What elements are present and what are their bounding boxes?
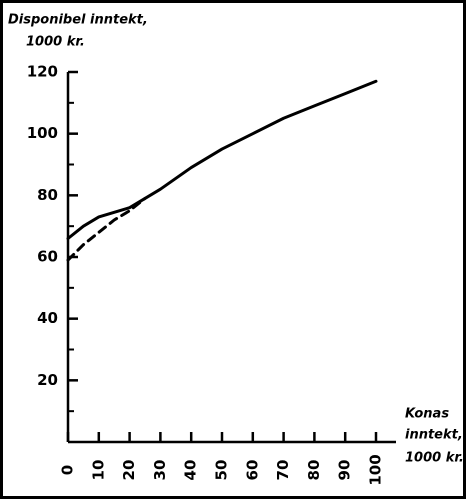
x-tick-label: 60 xyxy=(243,460,261,481)
x-axis-label: inntekt, xyxy=(405,428,463,443)
x-tick-label: 0 xyxy=(59,465,77,475)
y-tick-label: 100 xyxy=(27,124,58,142)
x-tick-label: 10 xyxy=(89,460,107,481)
x-tick-label: 70 xyxy=(274,460,292,481)
x-tick-label: 80 xyxy=(305,460,323,481)
y-axis-label: 1000 kr. xyxy=(26,35,85,50)
x-tick-label: 100 xyxy=(367,454,385,485)
x-tick-label: 30 xyxy=(151,460,169,481)
x-tick-label: 90 xyxy=(336,460,354,481)
x-tick-label: 40 xyxy=(182,460,200,481)
y-tick-label: 120 xyxy=(27,63,58,81)
x-axis-label: 1000 kr. xyxy=(405,451,464,466)
y-axis-label: Disponibel inntekt, xyxy=(8,13,148,28)
line xyxy=(66,196,147,262)
y-tick-label: 20 xyxy=(37,371,58,389)
x-axis-label: Konas xyxy=(405,407,449,422)
line xyxy=(66,79,378,240)
x-tick-label: 50 xyxy=(213,460,231,481)
y-tick-label: 80 xyxy=(37,186,58,204)
x-tick-label: 20 xyxy=(120,460,138,481)
y-tick-label: 40 xyxy=(37,309,58,327)
y-tick-label: 60 xyxy=(37,248,58,266)
